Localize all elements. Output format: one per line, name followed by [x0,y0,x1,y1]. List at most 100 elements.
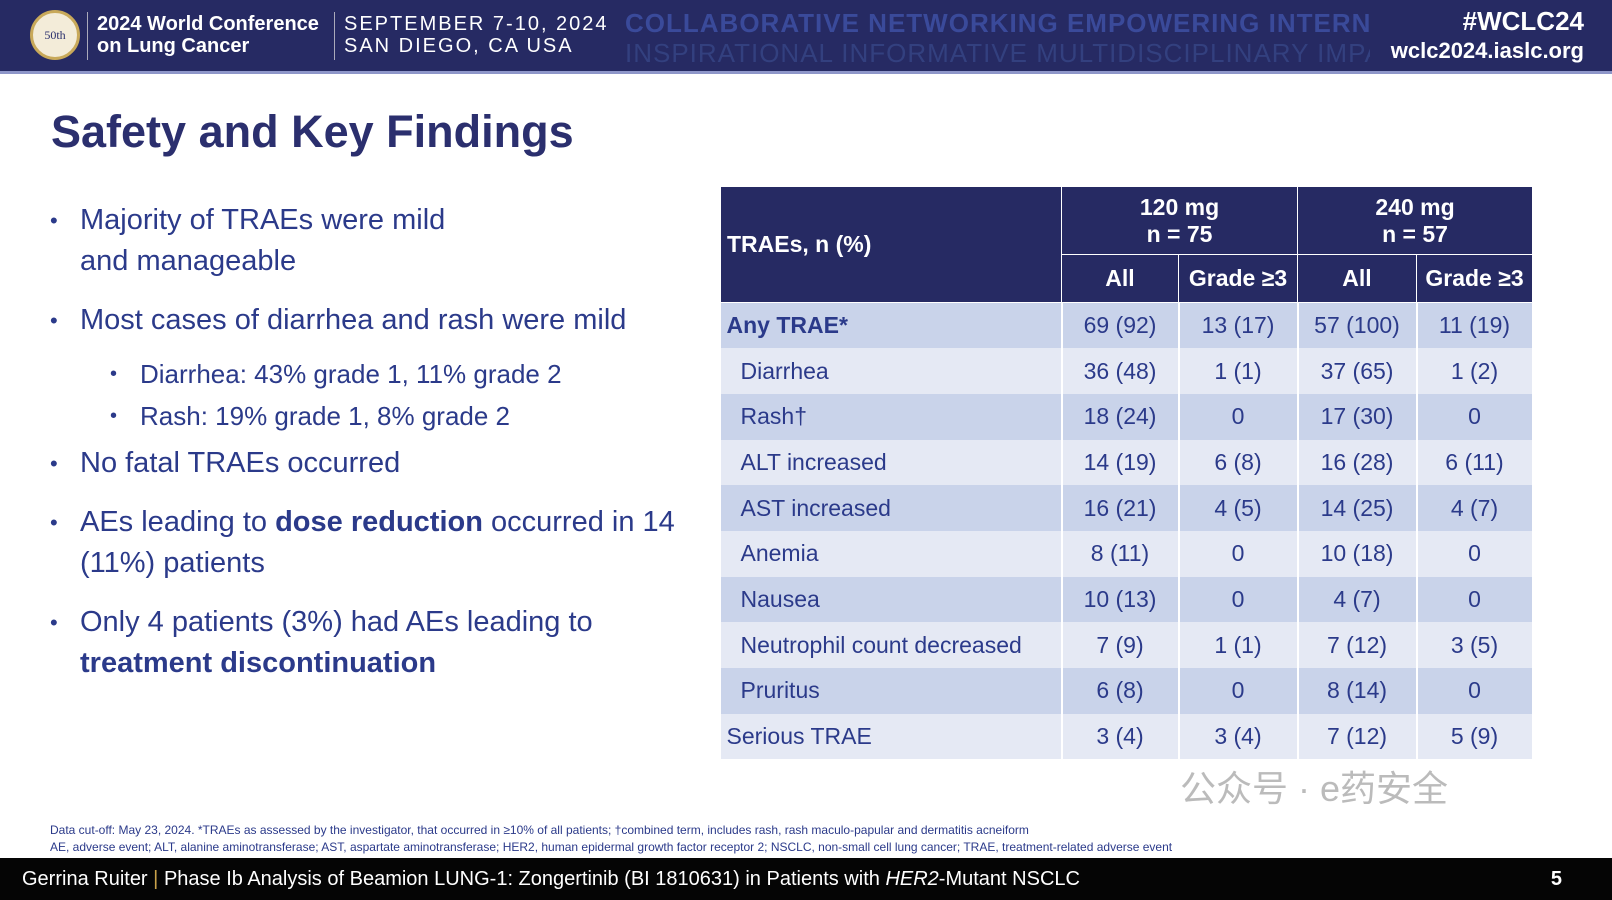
cell-value: 1 (1) [1178,622,1299,668]
cell-value: 18 (24) [1061,393,1180,440]
table-row: Rash† 18 (24) 0 17 (30) 0 [720,393,1534,440]
emphasis: dose reduction [275,506,483,538]
cell-value: 6 (8) [1178,439,1299,486]
cell-value: 3 (4) [1178,713,1299,760]
iaslc-logo: 50th [30,10,80,60]
footnotes: Data cut-off: May 23, 2024. *TRAEs as as… [50,822,1172,856]
cell-value: 11 (19) [1416,302,1534,349]
location: SAN DIEGO, CA USA [344,35,574,57]
cell-value: 4 (5) [1178,485,1299,531]
table-row: Neutrophil count decreased 7 (9) 1 (1) 7 (1… [720,622,1534,668]
col-header: All [1297,254,1417,303]
cell-value: 0 [1416,668,1534,714]
table-row: Any TRAE* 69 (92) 13 (17) 57 (100) 11 (19) [720,302,1534,349]
text: AEs leading to [80,506,276,538]
presentation-title-italic: HER2 [885,868,939,890]
table-row: Pruritus 6 (8) 0 8 (14) 0 [720,668,1534,714]
text: occurred in 14 (11%) patients [80,506,675,579]
cell-value: 10 (18) [1297,530,1418,577]
conference-line2: on Lung Cancer [97,35,250,57]
presenter: Gerrina Ruiter [22,868,148,890]
cell-value: 7 (12) [1297,622,1418,668]
cell-value: 7 (9) [1061,622,1180,668]
conference-url[interactable]: wclc2024.iaslc.org [1390,38,1584,63]
cell-value: 1 (1) [1178,348,1299,394]
row-label: Any TRAE* [720,302,1063,349]
banner-background-words: COLLABORATIVE NETWORKING EMPOWERING INTE… [625,8,1370,38]
page-number: 5 [1550,868,1562,890]
conference-tag: #WCLC24 wclc2024.iaslc.org [1391,6,1584,66]
key-findings-list: Majority of TRAEs were mild and manageab… [50,200,690,702]
dose: 240 mg [1375,193,1455,220]
watermark: 公众号 · e药安全 [1180,768,1449,809]
trae-table: TRAEs, n (%) 120 mg n = 75 240 mg n = 57 A… [720,186,1534,760]
col-header: Grade ≥3 [1178,254,1298,303]
cell-value: 13 (17) [1178,302,1299,349]
cell-value: 3 (4) [1061,713,1180,760]
cell-value: 10 (13) [1061,576,1180,623]
n: n = 57 [1382,220,1448,247]
group-header-120mg: 120 mg n = 75 [1061,186,1298,255]
n: n = 75 [1146,220,1213,247]
hashtag: #WCLC24 [1462,6,1584,36]
cell-value: 14 (19) [1061,439,1180,486]
bullet: Majority of TRAEs were mild and manageab… [50,200,470,282]
presentation-title: Phase Ib Analysis of Beamion LUNG-1: Zon… [163,868,886,890]
row-label: Anemia [720,530,1063,577]
conference-line1: 2024 World Conference [97,13,319,35]
cell-value: 57 (100) [1297,302,1418,349]
cell-value: 6 (8) [1061,668,1180,714]
cell-value: 0 [1416,530,1534,577]
cell-value: 7 (12) [1297,713,1418,760]
col-header: Grade ≥3 [1416,254,1533,303]
table-row: ALT increased 14 (19) 6 (8) 16 (28) 6 (11) [720,439,1534,486]
cell-value: 4 (7) [1297,576,1418,623]
slide-footer: Gerrina Ruiter | Phase Ib Analysis of Be… [0,858,1612,900]
divider [334,12,335,60]
table-row: Serious TRAE 3 (4) 3 (4) 7 (12) 5 (9) [720,713,1534,760]
text: Only 4 patients (3%) had AEs leading to [80,606,593,638]
cell-value: 0 [1178,530,1299,577]
footnote: AE, adverse event; ALT, alanine aminotra… [50,840,1173,854]
group-header-240mg: 240 mg n = 57 [1297,186,1533,255]
cell-value: 0 [1416,576,1534,623]
cell-value: 0 [1178,576,1299,623]
cell-value: 1 (2) [1416,348,1534,394]
cell-value: 0 [1416,393,1534,440]
cell-value: 3 (5) [1416,622,1534,668]
bullet: No fatal TRAEs occurred [50,443,690,484]
row-label: ALT increased [720,439,1063,486]
slide-title: Safety and Key Findings [51,106,574,157]
cell-value: 16 (21) [1061,485,1180,531]
cell-value: 17 (30) [1297,393,1418,440]
cell-value: 8 (14) [1297,668,1418,714]
table-row: Anemia 8 (11) 0 10 (18) 0 [720,530,1534,577]
row-label: Rash† [720,393,1063,440]
cell-value: 37 (65) [1297,348,1418,394]
conference-date: SEPTEMBER 7-10, 2024 SAN DIEGO, CA USA [344,13,609,57]
table-row: Diarrhea 36 (48) 1 (1) 37 (65) 1 (2) [720,348,1534,394]
banner-background-words: INSPIRATIONAL INFORMATIVE MULTIDISCIPLIN… [625,38,1370,68]
row-label: AST increased [720,485,1063,531]
table-row: Nausea 10 (13) 0 4 (7) 0 [720,576,1534,623]
cell-value: 0 [1178,668,1299,714]
conference-name: 2024 World Conference on Lung Cancer [97,13,319,57]
date: SEPTEMBER 7-10, 2024 [344,13,609,35]
row-label: Nausea [720,576,1063,623]
separator: | [153,868,159,890]
table-corner-header: TRAEs, n (%) [720,186,1062,303]
cell-value: 0 [1178,393,1299,440]
row-label: Diarrhea [720,348,1063,394]
row-label: Neutrophil count decreased [720,622,1063,668]
dose: 120 mg [1139,193,1220,220]
row-label: Pruritus [720,668,1063,714]
cell-value: 6 (11) [1416,439,1534,486]
cell-value: 16 (28) [1297,439,1418,486]
cell-value: 8 (11) [1061,530,1180,577]
sub-bullet: Diarrhea: 43% grade 1, 11% grade 2 [50,351,690,397]
col-header: All [1061,254,1179,303]
emphasis: treatment discontinuation [80,647,437,679]
presentation-title: -Mutant NSCLC [938,868,1080,890]
cell-value: 5 (9) [1416,713,1534,760]
conference-banner: COLLABORATIVE NETWORKING EMPOWERING INTE… [0,0,1612,74]
